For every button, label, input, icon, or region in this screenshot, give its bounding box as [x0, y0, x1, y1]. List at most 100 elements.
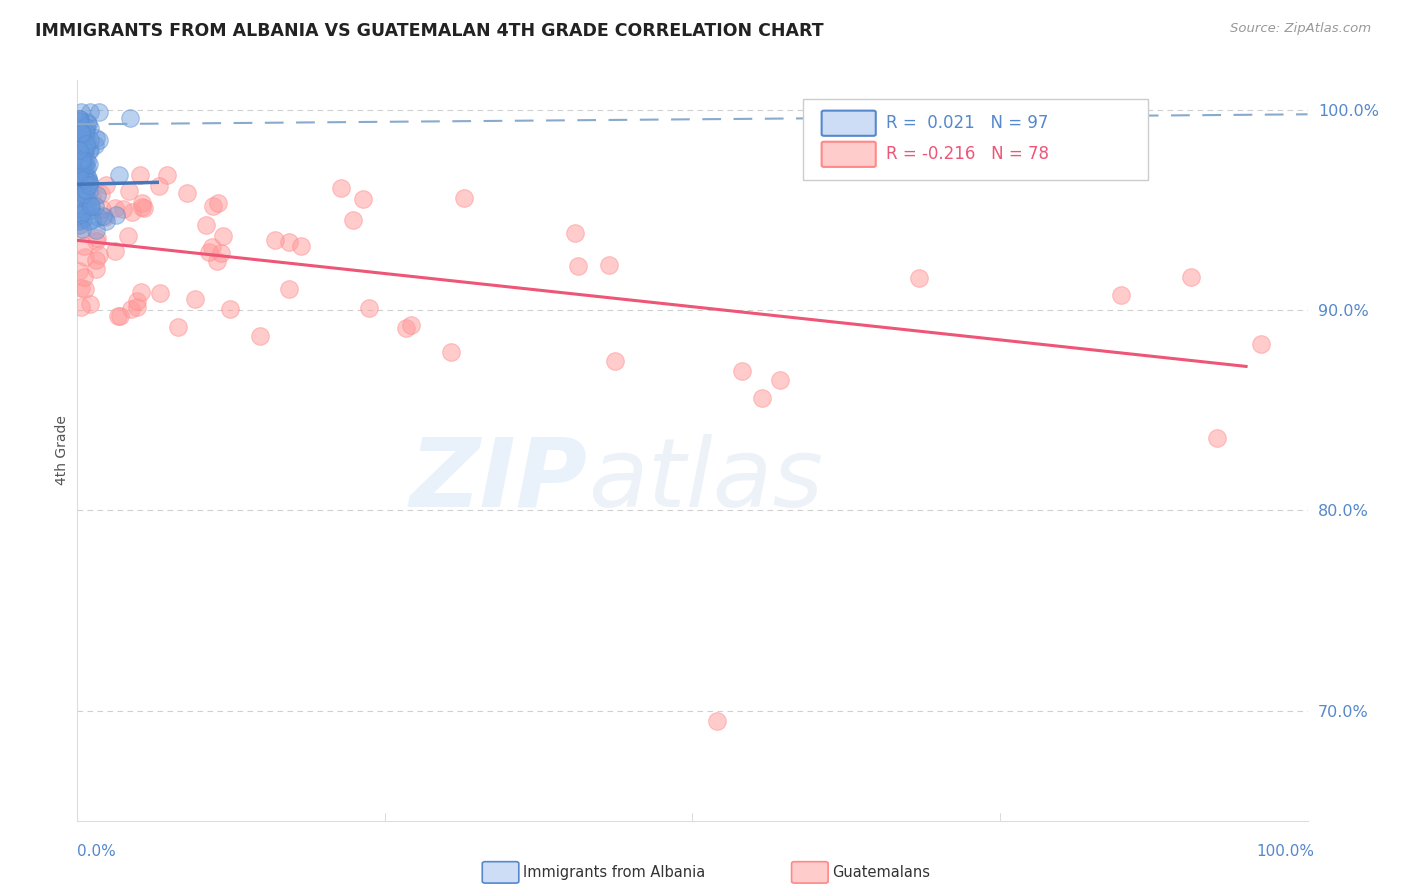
Point [70, 121, 93, 136]
Point [69, 300, 91, 314]
Point [76, 134, 98, 148]
Point [72, 204, 94, 219]
Point [73, 144, 96, 158]
Point [70, 156, 93, 170]
Point [120, 301, 142, 316]
Text: R =  0.021   N = 97: R = 0.021 N = 97 [886, 114, 1047, 132]
Point [69, 115, 91, 129]
Point [80, 189, 103, 203]
Point [86, 187, 108, 202]
Point [86, 261, 108, 276]
Point [77, 176, 100, 190]
Text: 100.0%: 100.0% [1257, 845, 1315, 859]
Point [73, 157, 96, 171]
Point [564, 226, 586, 240]
Point [453, 191, 475, 205]
Point [148, 179, 170, 194]
Point [211, 229, 233, 244]
Point [440, 344, 463, 359]
Point [77, 185, 100, 199]
Point [249, 329, 271, 343]
Point [67, 155, 90, 169]
Point [67, 155, 90, 169]
Point [149, 286, 172, 301]
Point [200, 240, 222, 254]
Point [108, 169, 131, 183]
Point [72, 177, 94, 191]
Point [75, 122, 97, 136]
Point [120, 112, 142, 126]
Point [108, 309, 131, 323]
Point [111, 202, 134, 216]
Point [76, 161, 98, 175]
Point [201, 199, 224, 213]
Point [104, 201, 127, 215]
Point [129, 285, 152, 300]
Point [67, 112, 90, 126]
Point [84, 199, 107, 213]
Point [77, 170, 100, 185]
Point [76, 193, 98, 207]
Point [67, 169, 90, 184]
Point [264, 234, 287, 248]
Point [72, 181, 94, 195]
Point [75, 203, 97, 218]
Point [67, 183, 90, 197]
Point [84, 253, 107, 268]
Point [76, 114, 98, 128]
Point [77, 213, 100, 227]
Point [125, 301, 148, 315]
Point [70, 126, 93, 140]
Point [80, 213, 103, 227]
Point [357, 301, 380, 315]
Point [131, 200, 153, 214]
Point [131, 196, 153, 211]
Point [79, 198, 101, 212]
Point [73, 238, 96, 252]
Point [567, 259, 589, 273]
Point [75, 145, 97, 159]
Text: R = -0.216   N = 78: R = -0.216 N = 78 [886, 145, 1049, 163]
FancyBboxPatch shape [803, 99, 1147, 180]
Point [70, 126, 93, 140]
Point [79, 133, 101, 147]
Point [207, 196, 229, 211]
Point [70, 153, 93, 168]
Point [117, 228, 139, 243]
Point [128, 168, 150, 182]
Point [73, 172, 96, 186]
Point [75, 250, 97, 264]
Point [67, 114, 90, 128]
Point [79, 144, 101, 158]
Point [67, 214, 90, 228]
Point [1109, 288, 1132, 302]
Point [73, 270, 96, 285]
Point [87, 210, 110, 224]
Point [70, 157, 93, 171]
Point [105, 208, 128, 222]
Point [90, 202, 112, 216]
Point [290, 239, 312, 253]
Point [72, 212, 94, 227]
FancyBboxPatch shape [821, 111, 876, 136]
Point [91, 209, 114, 223]
Point [1205, 431, 1227, 445]
Point [79, 202, 101, 217]
Point [69, 182, 91, 196]
Point [155, 168, 177, 182]
Point [79, 120, 101, 135]
Point [769, 374, 792, 388]
Y-axis label: 4th Grade: 4th Grade [55, 416, 69, 485]
Point [79, 104, 101, 119]
Point [86, 234, 108, 248]
Point [67, 208, 90, 222]
Point [342, 213, 364, 227]
Point [77, 144, 100, 158]
Text: IMMIGRANTS FROM ALBANIA VS GUATEMALAN 4TH GRADE CORRELATION CHART: IMMIGRANTS FROM ALBANIA VS GUATEMALAN 4T… [35, 22, 824, 40]
Point [167, 320, 190, 334]
Point [94, 214, 117, 228]
Point [195, 219, 218, 233]
Point [75, 282, 97, 296]
Point [87, 133, 110, 147]
Point [79, 297, 101, 311]
